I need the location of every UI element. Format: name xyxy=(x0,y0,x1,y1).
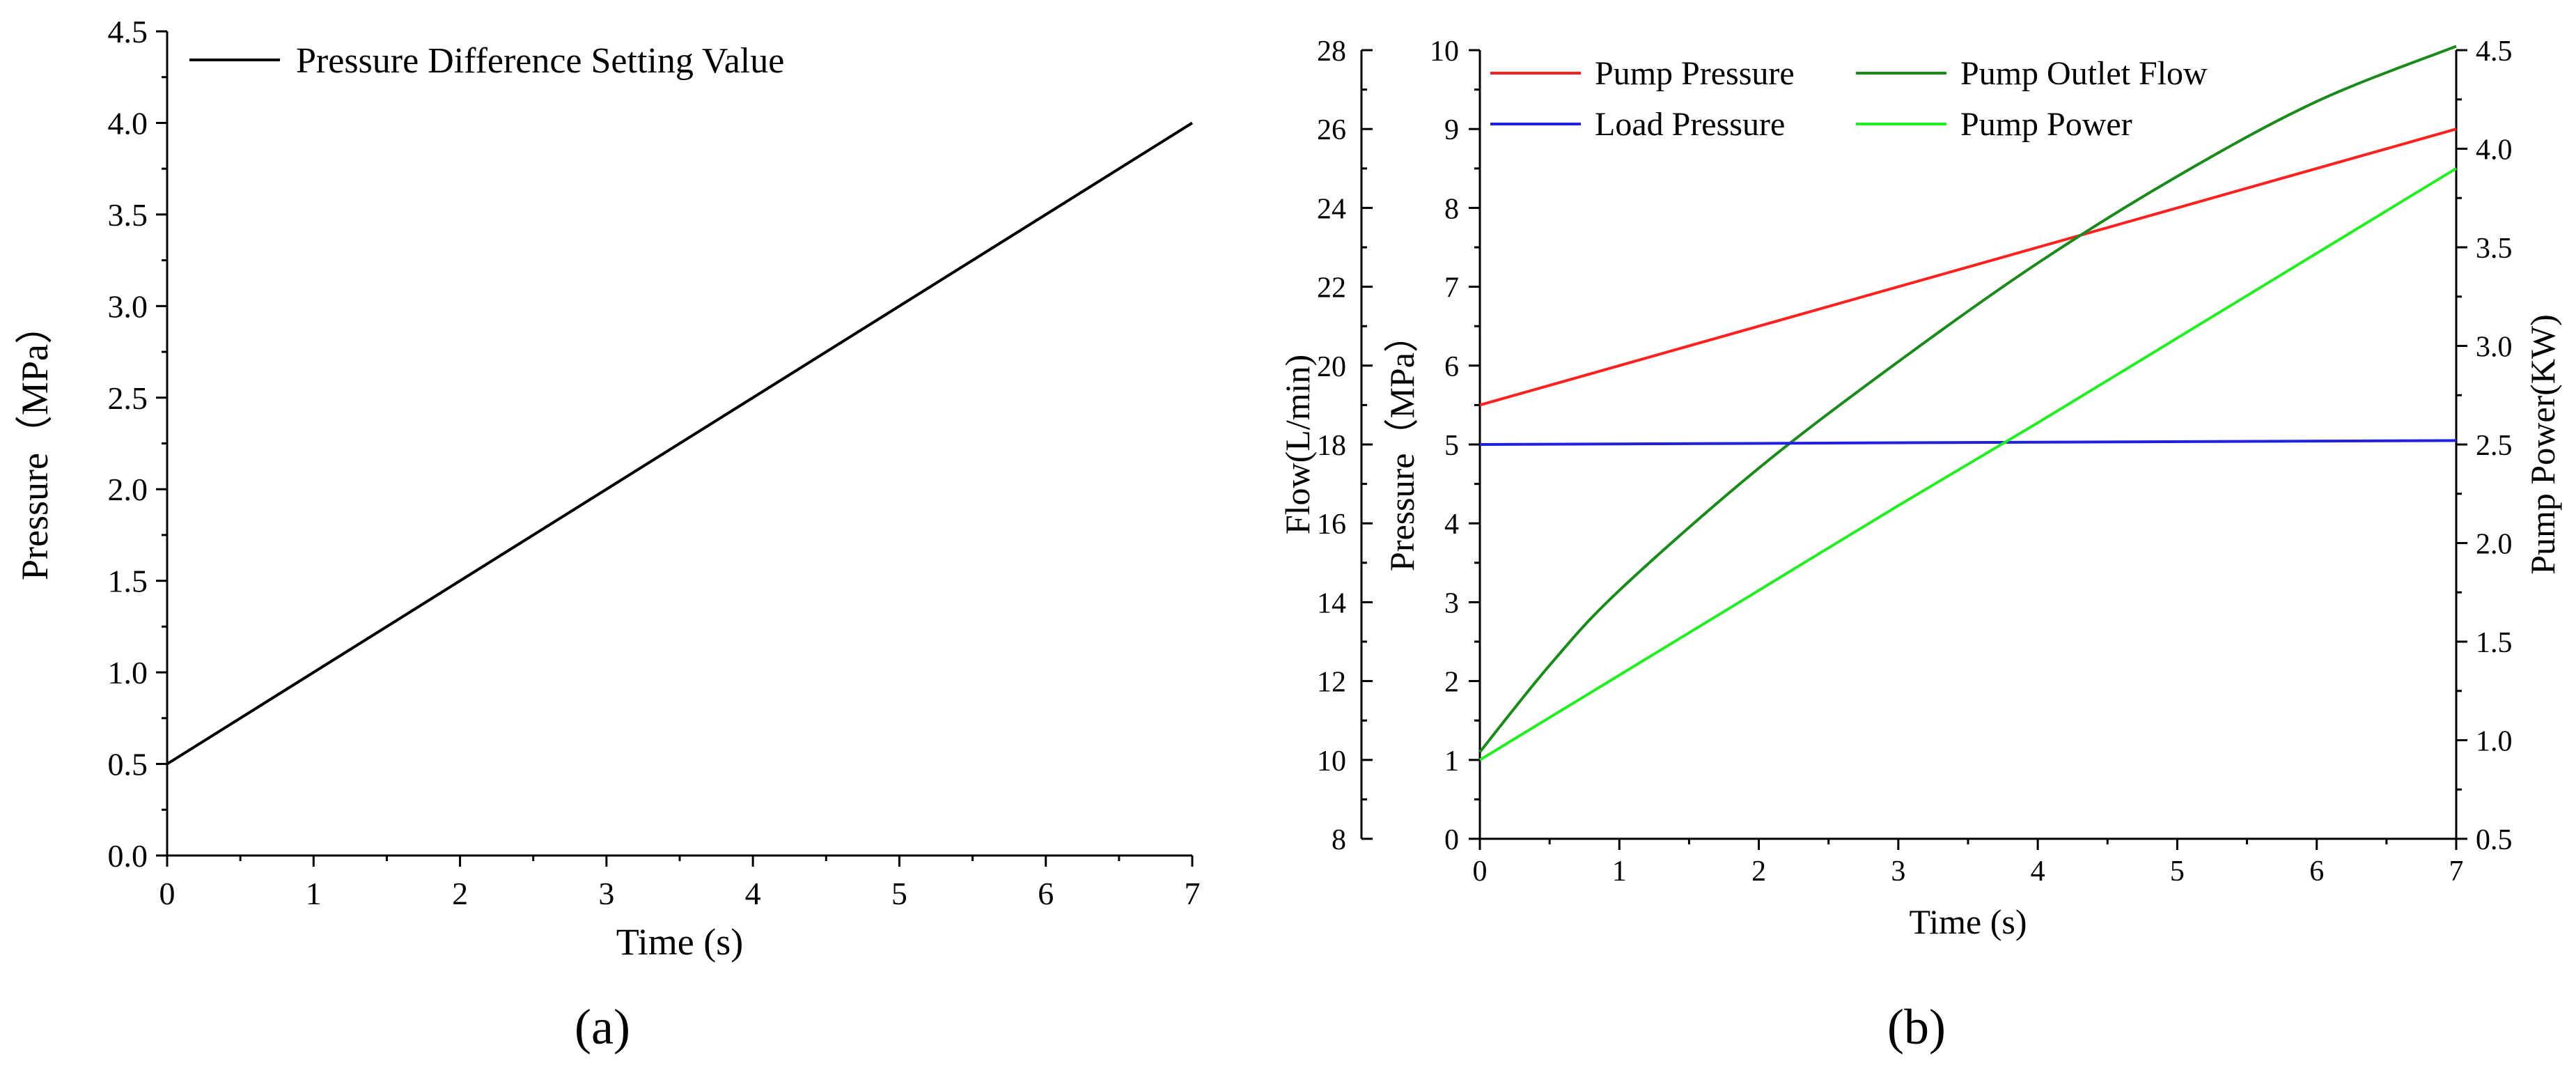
y-tick-label: 0.0 xyxy=(108,838,148,874)
flow-tick-label: 14 xyxy=(1317,587,1346,619)
panel-label: (b) xyxy=(1887,999,1946,1055)
flow-tick-label: 10 xyxy=(1317,745,1346,777)
x-tick-label: 7 xyxy=(1185,876,1201,911)
pressure-tick-label: 7 xyxy=(1444,272,1459,304)
power-tick-label: 3.0 xyxy=(2476,332,2513,364)
flow-tick-label: 8 xyxy=(1332,824,1346,856)
x-tick-label: 4 xyxy=(745,876,761,911)
x-tick-label: 6 xyxy=(2309,856,2324,888)
y-axis-title: Pressure（MPa） xyxy=(14,307,56,580)
pressure-tick-label: 3 xyxy=(1444,587,1459,619)
pressure-axis-title: Pressure（MPa） xyxy=(1382,318,1421,571)
y-tick-label: 2.0 xyxy=(108,472,148,507)
flow-axis-title: Flow(L/min) xyxy=(1278,355,1317,534)
flow-tick-label: 24 xyxy=(1317,193,1346,225)
flow-tick-label: 12 xyxy=(1317,667,1346,699)
flow-tick-label: 16 xyxy=(1317,509,1346,541)
series-line xyxy=(1479,127,2457,407)
x-axis-title: Time (s) xyxy=(1909,902,2027,941)
x-tick-label: 2 xyxy=(452,876,468,911)
series-line xyxy=(1478,45,2457,753)
pressure-tick-label: 6 xyxy=(1444,351,1459,383)
y-tick-label: 0.5 xyxy=(108,747,148,782)
flow-tick-label: 26 xyxy=(1317,114,1346,146)
x-tick-label: 4 xyxy=(2031,856,2045,888)
power-tick-label: 4.0 xyxy=(2476,134,2513,167)
x-tick-label: 0 xyxy=(159,876,175,911)
power-tick-label: 4.5 xyxy=(2476,36,2513,68)
x-tick-label: 2 xyxy=(1751,856,1766,888)
x-tick-label: 1 xyxy=(1612,856,1627,888)
legend-label: Pressure Difference Setting Value xyxy=(296,41,784,81)
legend-label: Pump Power xyxy=(1960,106,2132,143)
power-tick-label: 0.5 xyxy=(2476,824,2513,856)
power-tick-label: 2.0 xyxy=(2476,529,2513,561)
power-axis-title: Pump Power(KW) xyxy=(2523,314,2562,575)
x-tick-label: 3 xyxy=(1891,856,1905,888)
x-tick-label: 0 xyxy=(1473,856,1488,888)
pressure-tick-label: 9 xyxy=(1444,114,1459,146)
y-tick-label: 1.5 xyxy=(108,564,148,599)
legend-label: Load Pressure xyxy=(1595,106,1785,143)
panel-label: (a) xyxy=(575,999,630,1055)
x-tick-label: 6 xyxy=(1038,876,1054,911)
power-tick-label: 1.5 xyxy=(2476,627,2513,659)
pressure-tick-label: 0 xyxy=(1444,824,1459,856)
series-line xyxy=(166,121,1194,766)
pressure-tick-label: 8 xyxy=(1444,193,1459,225)
y-tick-label: 3.0 xyxy=(108,288,148,324)
y-tick-label: 1.0 xyxy=(108,655,148,690)
x-axis-title: Time (s) xyxy=(616,921,744,963)
y-tick-label: 2.5 xyxy=(108,380,148,416)
pressure-tick-label: 4 xyxy=(1444,509,1459,541)
x-tick-label: 1 xyxy=(306,876,322,911)
x-tick-label: 3 xyxy=(598,876,614,911)
y-tick-label: 3.5 xyxy=(108,197,148,233)
power-tick-label: 3.5 xyxy=(2476,233,2513,265)
pressure-tick-label: 10 xyxy=(1430,36,1459,68)
power-tick-label: 2.5 xyxy=(2476,430,2513,462)
flow-tick-label: 20 xyxy=(1317,351,1346,383)
y-tick-label: 4.5 xyxy=(108,14,148,49)
pressure-tick-label: 5 xyxy=(1444,430,1459,462)
legend-label: Pump Outlet Flow xyxy=(1960,55,2208,92)
x-tick-label: 5 xyxy=(2170,856,2185,888)
flow-tick-label: 18 xyxy=(1317,430,1346,462)
legend-label: Pump Pressure xyxy=(1595,55,1795,92)
flow-tick-label: 22 xyxy=(1317,272,1346,304)
y-tick-label: 4.0 xyxy=(108,105,148,141)
chart-panel-b: 0 1 2 3 4 5 6 701234567891081012141618202224262… xyxy=(1278,36,2562,1055)
series-line xyxy=(1479,439,2457,446)
series-line xyxy=(1478,167,2458,761)
power-tick-label: 1.0 xyxy=(2476,726,2513,758)
x-tick-label: 5 xyxy=(891,876,907,911)
pressure-tick-label: 1 xyxy=(1444,745,1459,777)
pressure-tick-label: 2 xyxy=(1444,667,1459,699)
x-tick-label: 7 xyxy=(2449,856,2464,888)
chart-panel-a: 0 1 2 3 4 5 6 7 0.0 0.5 1.0 1.5 2.0 2.5 3.0 3.5 4.0 4.5 Ti… xyxy=(14,14,1201,1055)
flow-tick-label: 28 xyxy=(1317,36,1346,68)
